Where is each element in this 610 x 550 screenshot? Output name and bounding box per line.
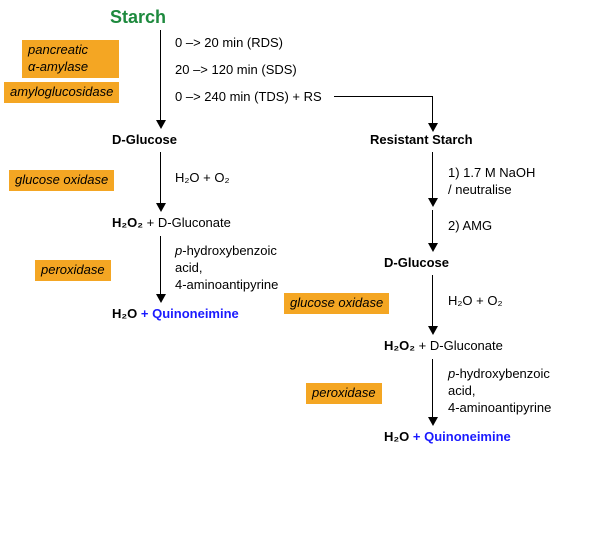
arrow [160,236,161,296]
arrow [432,210,433,245]
arrowhead [156,294,166,303]
enzyme-peroxidase-right: peroxidase [306,383,382,404]
enzyme-line: α-amylase [28,59,88,74]
phba-l2: acid, [175,260,202,275]
d-glucose-right: D-Glucose [384,255,449,272]
h2o2: H₂O₂ [112,215,143,230]
enzyme-glucose-oxidase-left: glucose oxidase [9,170,114,191]
h2o: H₂O [384,429,409,444]
enzyme-glucose-oxidase-right: glucose oxidase [284,293,389,314]
h2o-quinoneimine-left: H₂O + Quinoneimine [112,306,239,323]
arrow [160,30,161,122]
arrow [432,96,433,125]
h2o-o2-left: H₂O + O₂ [175,170,230,187]
h2o2-gluconate-right: H₂O₂ + D-Gluconate [384,338,503,355]
quinoneimine: + Quinoneimine [137,306,239,321]
h2o2-gluconate-left: H₂O₂ + D-Gluconate [112,215,231,232]
step1-l1: 1) 1.7 M NaOH [448,165,535,180]
h2o2: H₂O₂ [384,338,415,353]
phba-l2: acid, [448,383,475,398]
phba-rest: -hydroxybenzoic [182,243,277,258]
arrow [432,152,433,200]
arrowhead [428,198,438,207]
resistant-starch: Resistant Starch [370,132,473,149]
gluconate: + D-Gluconate [415,338,503,353]
phba-rest: -hydroxybenzoic [455,366,550,381]
enzyme-pancreatic-amylase: pancreatic α-amylase [22,40,119,78]
gluconate: + D-Gluconate [143,215,231,230]
enzyme-amyloglucosidase: amyloglucosidase [4,82,119,103]
arrow [160,152,161,205]
quinoneimine: + Quinoneimine [409,429,511,444]
h2o-o2-right: H₂O + O₂ [448,293,503,310]
h2o: H₂O [112,306,137,321]
d-glucose-left: D-Glucose [112,132,177,149]
arrowhead [156,203,166,212]
title-starch: Starch [110,6,166,29]
phba-l3: 4-aminoantipyrine [448,400,551,415]
h2o-quinoneimine-right: H₂O + Quinoneimine [384,429,511,446]
enzyme-line: pancreatic [28,42,88,57]
arrowhead [156,120,166,129]
arrow [432,275,433,328]
arrow [432,359,433,419]
time-tds: 0 –> 240 min (TDS) + RS [175,89,322,106]
phba-l3: 4-aminoantipyrine [175,277,278,292]
time-rds: 0 –> 20 min (RDS) [175,35,283,52]
arrowhead [428,243,438,252]
time-sds: 20 –> 120 min (SDS) [175,62,297,79]
step2: 2) AMG [448,218,492,235]
enzyme-peroxidase-left: peroxidase [35,260,111,281]
arrowhead [428,326,438,335]
phba-left: p-hydroxybenzoic acid, 4-aminoantipyrine [175,243,315,294]
step1-l2: / neutralise [448,182,512,197]
arrowhead [428,123,438,132]
step1: 1) 1.7 M NaOH / neutralise [448,165,578,199]
phba-right: p-hydroxybenzoic acid, 4-aminoantipyrine [448,366,588,417]
arrowhead [428,417,438,426]
arrow [334,96,432,97]
